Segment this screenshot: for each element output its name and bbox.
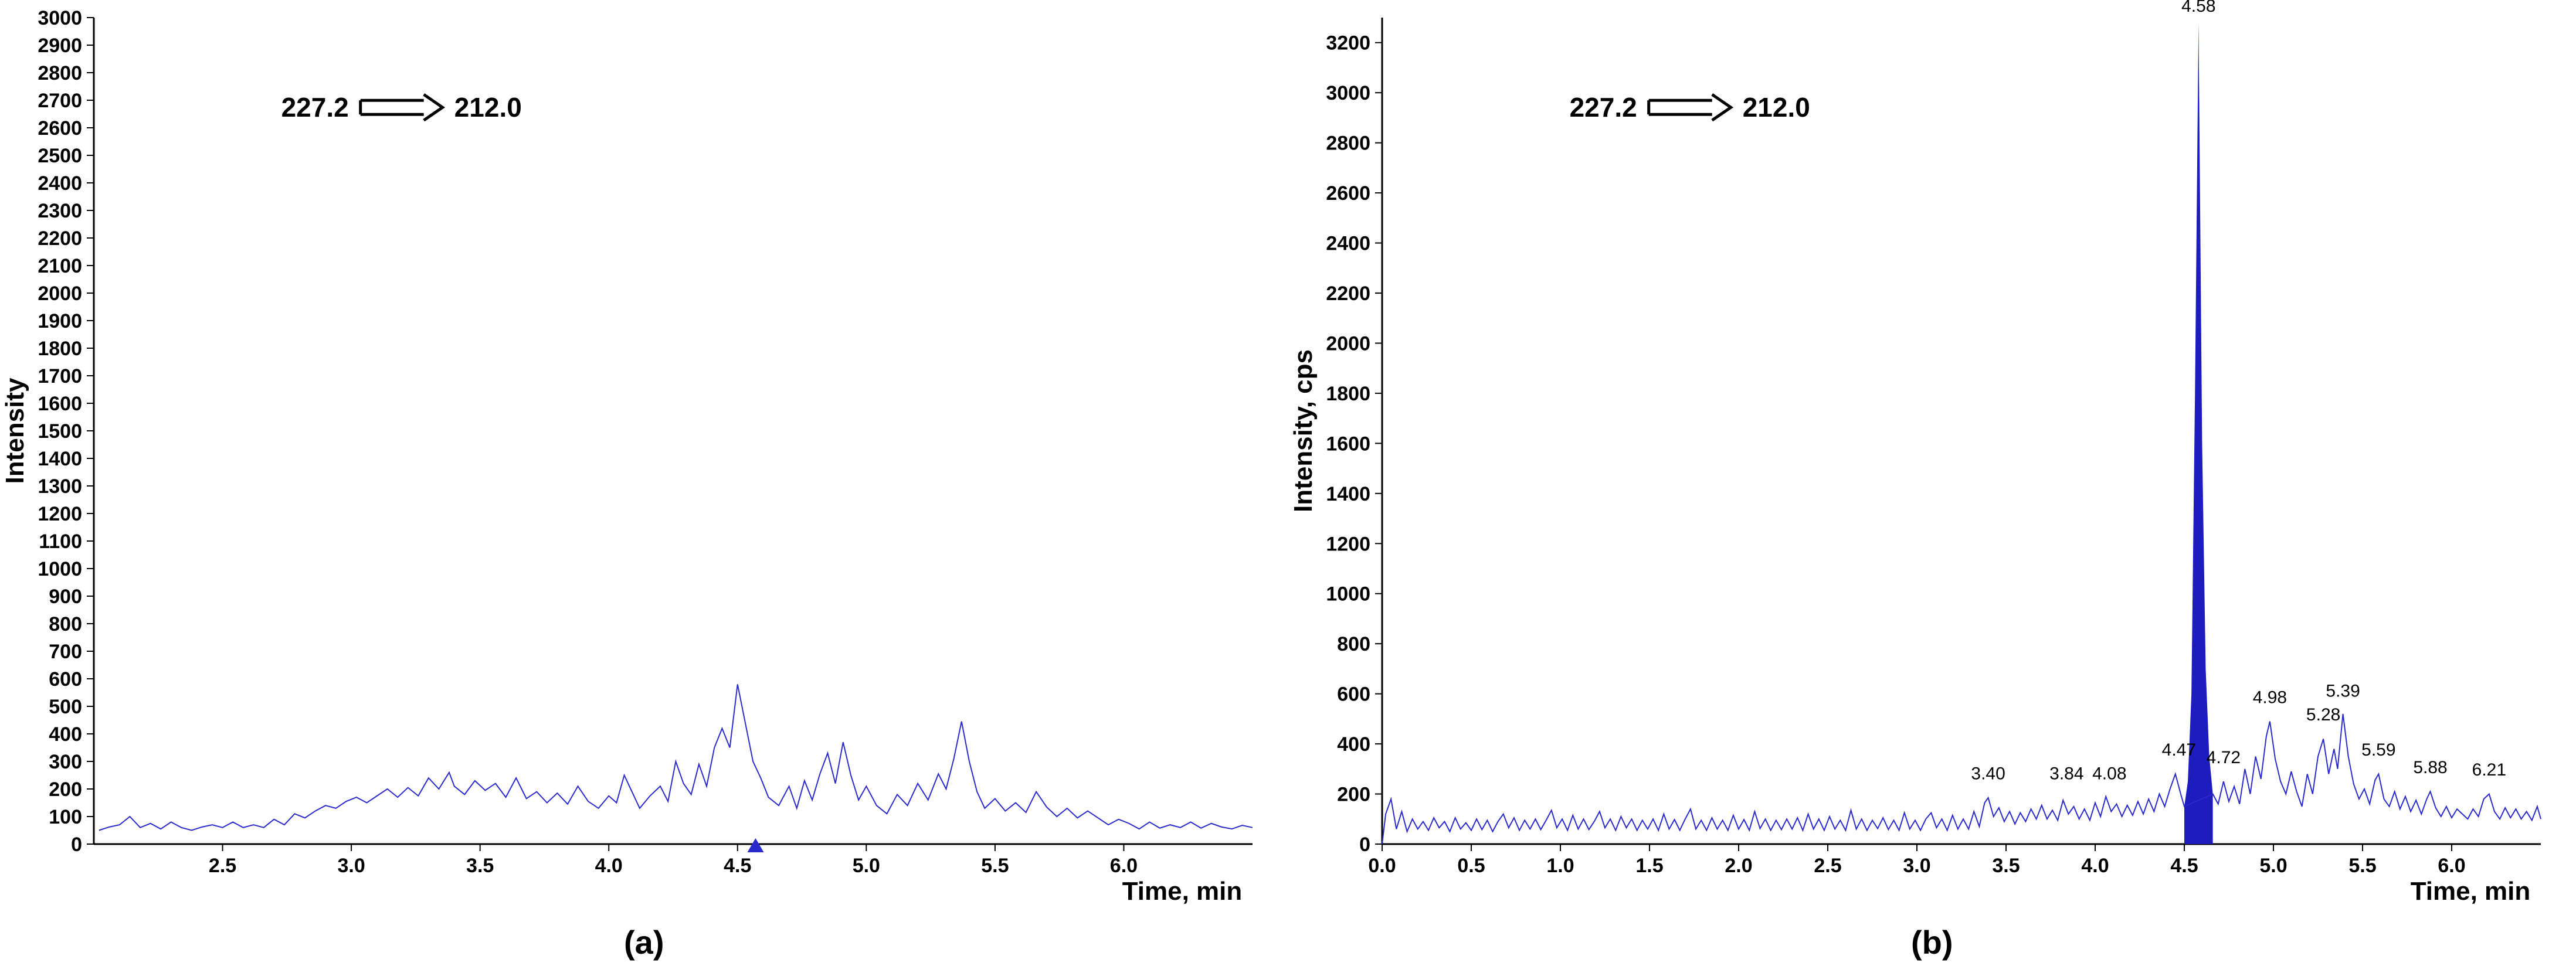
svg-text:100: 100 xyxy=(49,806,82,828)
svg-text:1700: 1700 xyxy=(38,365,82,387)
svg-text:227.2: 227.2 xyxy=(281,92,349,123)
svg-text:6.0: 6.0 xyxy=(2438,855,2465,877)
svg-text:4.98: 4.98 xyxy=(2252,688,2286,707)
svg-text:3200: 3200 xyxy=(1326,32,1370,55)
svg-text:4.0: 4.0 xyxy=(595,855,623,877)
svg-text:900: 900 xyxy=(49,586,82,608)
svg-text:5.5: 5.5 xyxy=(2348,855,2376,877)
svg-text:2000: 2000 xyxy=(38,283,82,305)
svg-text:800: 800 xyxy=(1337,633,1370,655)
svg-text:600: 600 xyxy=(49,668,82,691)
svg-text:1800: 1800 xyxy=(1326,383,1370,405)
svg-text:1100: 1100 xyxy=(39,530,82,553)
svg-text:300: 300 xyxy=(49,751,82,773)
svg-text:212.0: 212.0 xyxy=(454,92,522,123)
svg-text:6.0: 6.0 xyxy=(1110,855,1138,877)
svg-text:3.84: 3.84 xyxy=(2049,764,2083,784)
svg-text:1600: 1600 xyxy=(1326,433,1370,455)
svg-text:2.5: 2.5 xyxy=(1814,855,1841,877)
svg-text:0: 0 xyxy=(71,834,82,856)
svg-text:2800: 2800 xyxy=(1326,132,1370,155)
panel-a: 0 100 200 300 400 500 600 700 800 900 1000 1100 1200… xyxy=(0,0,1288,966)
svg-text:1500: 1500 xyxy=(38,420,82,443)
svg-text:3.5: 3.5 xyxy=(466,855,494,877)
figure-page: 0 100 200 300 400 500 600 700 800 900 1000 1100 1200… xyxy=(0,0,2576,966)
svg-text:2.0: 2.0 xyxy=(1725,855,1752,877)
svg-text:4.72: 4.72 xyxy=(2206,748,2240,767)
svg-text:6.21: 6.21 xyxy=(2472,760,2506,780)
svg-text:1200: 1200 xyxy=(1326,533,1370,555)
svg-text:3000: 3000 xyxy=(1326,82,1370,104)
svg-text:2800: 2800 xyxy=(38,62,82,84)
svg-text:1200: 1200 xyxy=(38,503,82,525)
svg-text:3.0: 3.0 xyxy=(337,855,365,877)
svg-text:2300: 2300 xyxy=(38,200,82,222)
svg-text:2400: 2400 xyxy=(38,172,82,195)
svg-text:212.0: 212.0 xyxy=(1742,92,1810,123)
svg-text:4.08: 4.08 xyxy=(2092,764,2126,784)
svg-text:400: 400 xyxy=(49,723,82,746)
svg-text:1400: 1400 xyxy=(38,448,82,470)
svg-text:2200: 2200 xyxy=(38,227,82,250)
svg-text:0.0: 0.0 xyxy=(1368,855,1396,877)
svg-text:1300: 1300 xyxy=(38,475,82,498)
svg-text:400: 400 xyxy=(1337,733,1370,756)
svg-text:5.39: 5.39 xyxy=(2326,682,2360,701)
svg-text:1.0: 1.0 xyxy=(1546,855,1574,877)
svg-text:Intensity, cps: Intensity, cps xyxy=(1289,349,1318,512)
svg-text:1400: 1400 xyxy=(1326,483,1370,505)
svg-text:3.40: 3.40 xyxy=(1971,764,2005,784)
svg-text:4.58: 4.58 xyxy=(2181,0,2215,16)
svg-text:4.47: 4.47 xyxy=(2161,740,2195,760)
panel-b-label: (b) xyxy=(1911,923,1953,961)
svg-text:2400: 2400 xyxy=(1326,233,1370,255)
svg-text:1000: 1000 xyxy=(1326,583,1370,606)
svg-text:4.0: 4.0 xyxy=(2081,855,2109,877)
svg-text:700: 700 xyxy=(49,641,82,663)
svg-text:2700: 2700 xyxy=(38,90,82,112)
svg-text:3.0: 3.0 xyxy=(1903,855,1930,877)
chart-b-svg: 0 200 400 600 800 1000 1200 1400 1600 1800 2000 220… xyxy=(1288,0,2576,914)
svg-text:5.88: 5.88 xyxy=(2413,758,2447,777)
svg-text:5.28: 5.28 xyxy=(2306,705,2340,724)
svg-text:3000: 3000 xyxy=(38,7,82,29)
svg-text:1.5: 1.5 xyxy=(1635,855,1663,877)
panel-a-label: (a) xyxy=(624,923,664,961)
svg-text:227.2: 227.2 xyxy=(1569,92,1637,123)
svg-text:4.5: 4.5 xyxy=(2170,855,2198,877)
svg-text:0.5: 0.5 xyxy=(1457,855,1485,877)
svg-text:Time, min: Time, min xyxy=(1122,877,1243,906)
svg-text:2.5: 2.5 xyxy=(209,855,236,877)
svg-text:2600: 2600 xyxy=(38,117,82,140)
svg-text:600: 600 xyxy=(1337,683,1370,706)
svg-text:200: 200 xyxy=(49,778,82,801)
svg-text:500: 500 xyxy=(49,696,82,718)
svg-text:2200: 2200 xyxy=(1326,283,1370,305)
svg-text:2100: 2100 xyxy=(38,255,82,277)
svg-text:1900: 1900 xyxy=(38,310,82,332)
panel-b: 0 200 400 600 800 1000 1200 1400 1600 1800 2000 220… xyxy=(1288,0,2576,966)
svg-text:200: 200 xyxy=(1337,784,1370,806)
svg-text:1000: 1000 xyxy=(38,558,82,580)
svg-text:0: 0 xyxy=(1359,834,1370,856)
svg-text:Time, min: Time, min xyxy=(2410,877,2530,906)
svg-text:5.59: 5.59 xyxy=(2361,740,2395,760)
chart-a-svg: 0 100 200 300 400 500 600 700 800 900 1000 1100 1200… xyxy=(0,0,1288,914)
svg-text:4.5: 4.5 xyxy=(724,855,751,877)
svg-text:2600: 2600 xyxy=(1326,182,1370,205)
svg-text:800: 800 xyxy=(49,613,82,635)
svg-text:5.5: 5.5 xyxy=(981,855,1009,877)
svg-text:Intensity: Intensity xyxy=(1,377,29,484)
svg-text:2900: 2900 xyxy=(38,35,82,57)
svg-text:3.5: 3.5 xyxy=(1992,855,2020,877)
svg-text:5.0: 5.0 xyxy=(2259,855,2287,877)
svg-text:1600: 1600 xyxy=(38,393,82,415)
svg-text:2500: 2500 xyxy=(38,145,82,167)
svg-text:5.0: 5.0 xyxy=(853,855,880,877)
svg-text:2000: 2000 xyxy=(1326,332,1370,355)
svg-text:1800: 1800 xyxy=(38,338,82,360)
